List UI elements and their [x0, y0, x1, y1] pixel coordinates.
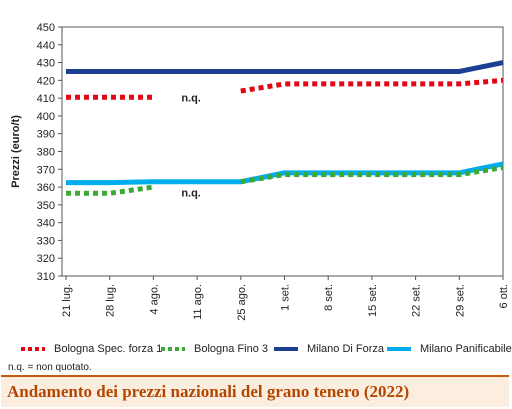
- legend: Bologna Spec. forza 1 Bologna Fino 3 Mil…: [8, 339, 512, 359]
- series-line-milano-di-forza: [66, 60, 504, 74]
- y-tick-label: 420: [37, 75, 55, 87]
- legend-label: Bologna Fino 3: [194, 343, 268, 355]
- y-tick-label: 430: [37, 58, 55, 70]
- y-tick-label: 450: [37, 22, 55, 34]
- y-tick-label: 440: [37, 40, 55, 52]
- x-tick-label: 21 lug.: [61, 284, 73, 317]
- y-tick-label: 390: [37, 129, 55, 141]
- x-tick-label: 8 set.: [323, 284, 335, 311]
- legend-label: Milano Di Forza: [307, 343, 385, 355]
- series-line-milano-panificabile: [66, 161, 504, 186]
- legend-label: Milano Panificabile: [420, 343, 512, 355]
- footnote: n.q. = non quotato.: [8, 362, 92, 373]
- y-tick-label: 350: [37, 200, 55, 212]
- legend-item-bologna-spec-forza-1: Bologna Spec. forza 1: [20, 339, 162, 359]
- legend-swatch-green-dotted: [161, 347, 185, 351]
- y-tick-label: 360: [37, 182, 55, 194]
- x-tick-label: 29 set.: [454, 284, 466, 317]
- legend-item-bologna-fino-3: Bologna Fino 3: [160, 339, 268, 359]
- x-tick-label: 22 set.: [411, 284, 423, 317]
- legend-item-milano-di-forza: Milano Di Forza: [273, 339, 384, 359]
- x-tick-label: 11 ago.: [192, 284, 204, 320]
- x-tick-label: 28 lug.: [105, 284, 117, 317]
- legend-label: Bologna Spec. forza 1: [54, 343, 163, 355]
- x-tick-label: 1 set.: [280, 284, 292, 311]
- x-tick-label: 4 ago.: [148, 284, 160, 315]
- y-tick-label: 400: [37, 111, 55, 123]
- series-line-bologna-fino-3: [66, 184, 154, 196]
- plot-area-frame: [61, 26, 504, 277]
- y-tick-label: 380: [37, 147, 55, 159]
- x-tick-label: 25 ago.: [236, 284, 248, 321]
- annotation-nq: n.q.: [181, 187, 201, 199]
- legend-swatch-cyan: [387, 347, 411, 351]
- series-line-bologna-spec-forza-1: [240, 77, 504, 94]
- y-tick-label: 330: [37, 235, 55, 247]
- series-line-bologna-fino-3: [240, 165, 504, 185]
- y-tick-label: 320: [37, 253, 55, 265]
- legend-swatch-red-dotted: [21, 347, 45, 351]
- legend-swatch-navy: [274, 347, 298, 351]
- line-chart: 310 320 330 340 350 360 370 380 390 400 410 420 430 4…: [10, 22, 510, 321]
- y-tick-label: 340: [37, 218, 55, 230]
- legend-item-milano-panificabile: Milano Panificabile: [386, 339, 512, 359]
- y-tick-label: 310: [37, 271, 55, 283]
- annotation-nq: n.q.: [181, 92, 201, 104]
- x-tick-label: 6 ott.: [498, 284, 510, 308]
- y-axis-title: Prezzi (euro/t): [10, 115, 22, 188]
- x-tick-label: 15 set.: [367, 284, 379, 317]
- chart-title: Andamento dei prezzi nazionali del grano…: [7, 382, 410, 401]
- title-bar: Andamento dei prezzi nazionali del grano…: [1, 375, 509, 407]
- y-tick-label: 410: [37, 93, 55, 105]
- y-tick-label: 370: [37, 164, 55, 176]
